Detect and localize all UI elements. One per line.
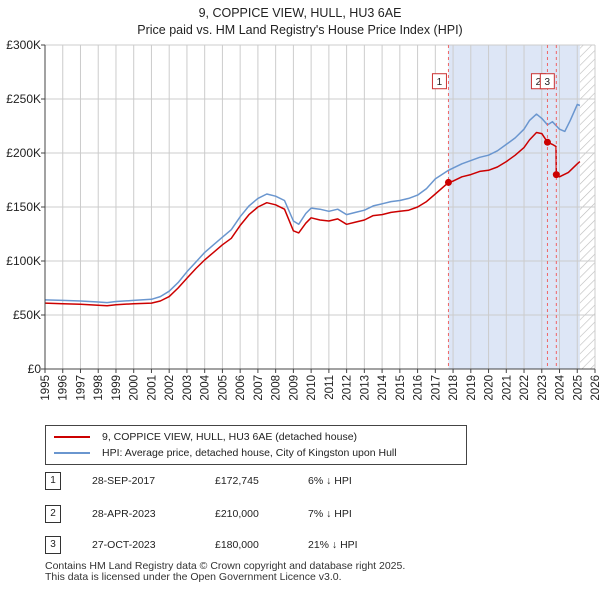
x-tick-label: 2017 bbox=[430, 375, 442, 401]
x-tick-label: 2006 bbox=[235, 375, 247, 401]
y-tick-label: £50K bbox=[13, 308, 41, 322]
x-tick-label: 2016 bbox=[413, 375, 425, 401]
x-tick-label: 2010 bbox=[306, 375, 318, 401]
x-tick-label: 2018 bbox=[448, 375, 460, 401]
transaction-label: 2 bbox=[536, 77, 542, 88]
y-tick-label: £300K bbox=[6, 38, 41, 52]
transaction-hpi-diff: 6% ↓ HPI bbox=[308, 475, 352, 487]
transaction-label-box bbox=[431, 73, 447, 90]
x-tick-label: 1998 bbox=[93, 375, 105, 401]
transaction-hpi-diff: 21% ↓ HPI bbox=[308, 539, 358, 551]
x-tick-label: 1999 bbox=[111, 375, 123, 401]
title-line-2: Price paid vs. HM Land Registry's House … bbox=[137, 23, 463, 37]
transaction-price: £172,745 bbox=[215, 475, 259, 487]
transaction-label: 1 bbox=[437, 77, 443, 88]
x-tick-label: 2007 bbox=[253, 375, 265, 401]
x-tick-label: 1996 bbox=[58, 375, 70, 401]
transaction-price: £210,000 bbox=[215, 508, 259, 520]
transaction-number: 2 bbox=[45, 505, 61, 523]
x-tick-label: 1995 bbox=[40, 375, 52, 401]
x-tick-label: 2000 bbox=[129, 375, 141, 401]
x-tick-label: 2013 bbox=[359, 375, 371, 401]
transaction-point bbox=[444, 178, 452, 186]
x-tick-label: 2005 bbox=[217, 375, 229, 401]
footer-line-2: This data is licensed under the Open Gov… bbox=[45, 571, 342, 583]
y-tick-label: £150K bbox=[6, 200, 41, 214]
transaction-number: 3 bbox=[45, 536, 61, 554]
x-tick-label: 2009 bbox=[288, 375, 300, 401]
x-tick-label: 2020 bbox=[484, 375, 496, 401]
x-tick-label: 2021 bbox=[501, 375, 513, 401]
legend-label-hpi: HPI: Average price, detached house, City… bbox=[102, 447, 397, 459]
x-tick-label: 2015 bbox=[395, 375, 407, 401]
transaction-row: 1 28-SEP-2017 £172,745 6% ↓ HPI bbox=[45, 472, 565, 490]
legend-swatch-hpi bbox=[54, 452, 90, 455]
transaction-date: 27-OCT-2023 bbox=[92, 539, 156, 551]
x-tick-label: 2019 bbox=[466, 375, 478, 401]
x-tick-label: 2002 bbox=[164, 375, 176, 401]
legend-item-price: 9, COPPICE VIEW, HULL, HU3 6AE (detached… bbox=[54, 430, 357, 444]
x-tick-label: 2011 bbox=[324, 375, 336, 400]
hpi-line bbox=[44, 103, 581, 304]
legend-label-price: 9, COPPICE VIEW, HULL, HU3 6AE (detached… bbox=[102, 431, 358, 443]
x-tick-label: 1997 bbox=[75, 375, 87, 401]
price-paid-line bbox=[44, 131, 581, 307]
x-tick-label: 2026 bbox=[590, 375, 600, 401]
transaction-row: 3 27-OCT-2023 £180,000 21% ↓ HPI bbox=[45, 536, 565, 554]
transaction-price: £180,000 bbox=[215, 539, 259, 551]
legend-swatch-price bbox=[54, 436, 90, 439]
transaction-date: 28-SEP-2017 bbox=[92, 475, 156, 487]
chart-title: 9, COPPICE VIEW, HULL, HU3 6AE Price pai… bbox=[0, 5, 600, 39]
transaction-hpi-diff: 7% ↓ HPI bbox=[308, 508, 352, 520]
x-tick-label: 2024 bbox=[555, 374, 567, 400]
y-tick-label: £200K bbox=[6, 146, 41, 160]
legend: 9, COPPICE VIEW, HULL, HU3 6AE (detached… bbox=[45, 425, 467, 465]
y-tick-label: £100K bbox=[6, 254, 41, 268]
x-tick-label: 2023 bbox=[537, 375, 549, 401]
transaction-number: 1 bbox=[45, 472, 61, 490]
legend-item-hpi: HPI: Average price, detached house, City… bbox=[54, 446, 397, 460]
x-tick-label: 2001 bbox=[146, 375, 158, 401]
footer-line-1: Contains HM Land Registry data © Crown c… bbox=[45, 560, 406, 572]
x-tick-label: 2022 bbox=[519, 375, 531, 401]
transaction-date: 28-APR-2023 bbox=[92, 508, 156, 520]
x-tick-label: 2014 bbox=[377, 374, 389, 400]
y-tick-label: £250K bbox=[6, 92, 41, 106]
transaction-label-box bbox=[539, 73, 555, 90]
transaction-point bbox=[552, 171, 560, 179]
x-tick-label: 2025 bbox=[572, 375, 584, 401]
transaction-row: 2 28-APR-2023 £210,000 7% ↓ HPI bbox=[45, 505, 565, 523]
footer: Contains HM Land Registry data © Crown c… bbox=[45, 561, 585, 583]
y-tick-label: £0 bbox=[28, 362, 42, 376]
x-tick-label: 2008 bbox=[271, 375, 283, 401]
transaction-label: 3 bbox=[545, 77, 551, 88]
x-tick-label: 2003 bbox=[182, 375, 194, 401]
title-line-1: 9, COPPICE VIEW, HULL, HU3 6AE bbox=[198, 6, 402, 20]
x-tick-label: 2012 bbox=[342, 375, 354, 401]
transaction-point bbox=[543, 138, 551, 146]
x-tick-label: 2004 bbox=[200, 374, 212, 400]
